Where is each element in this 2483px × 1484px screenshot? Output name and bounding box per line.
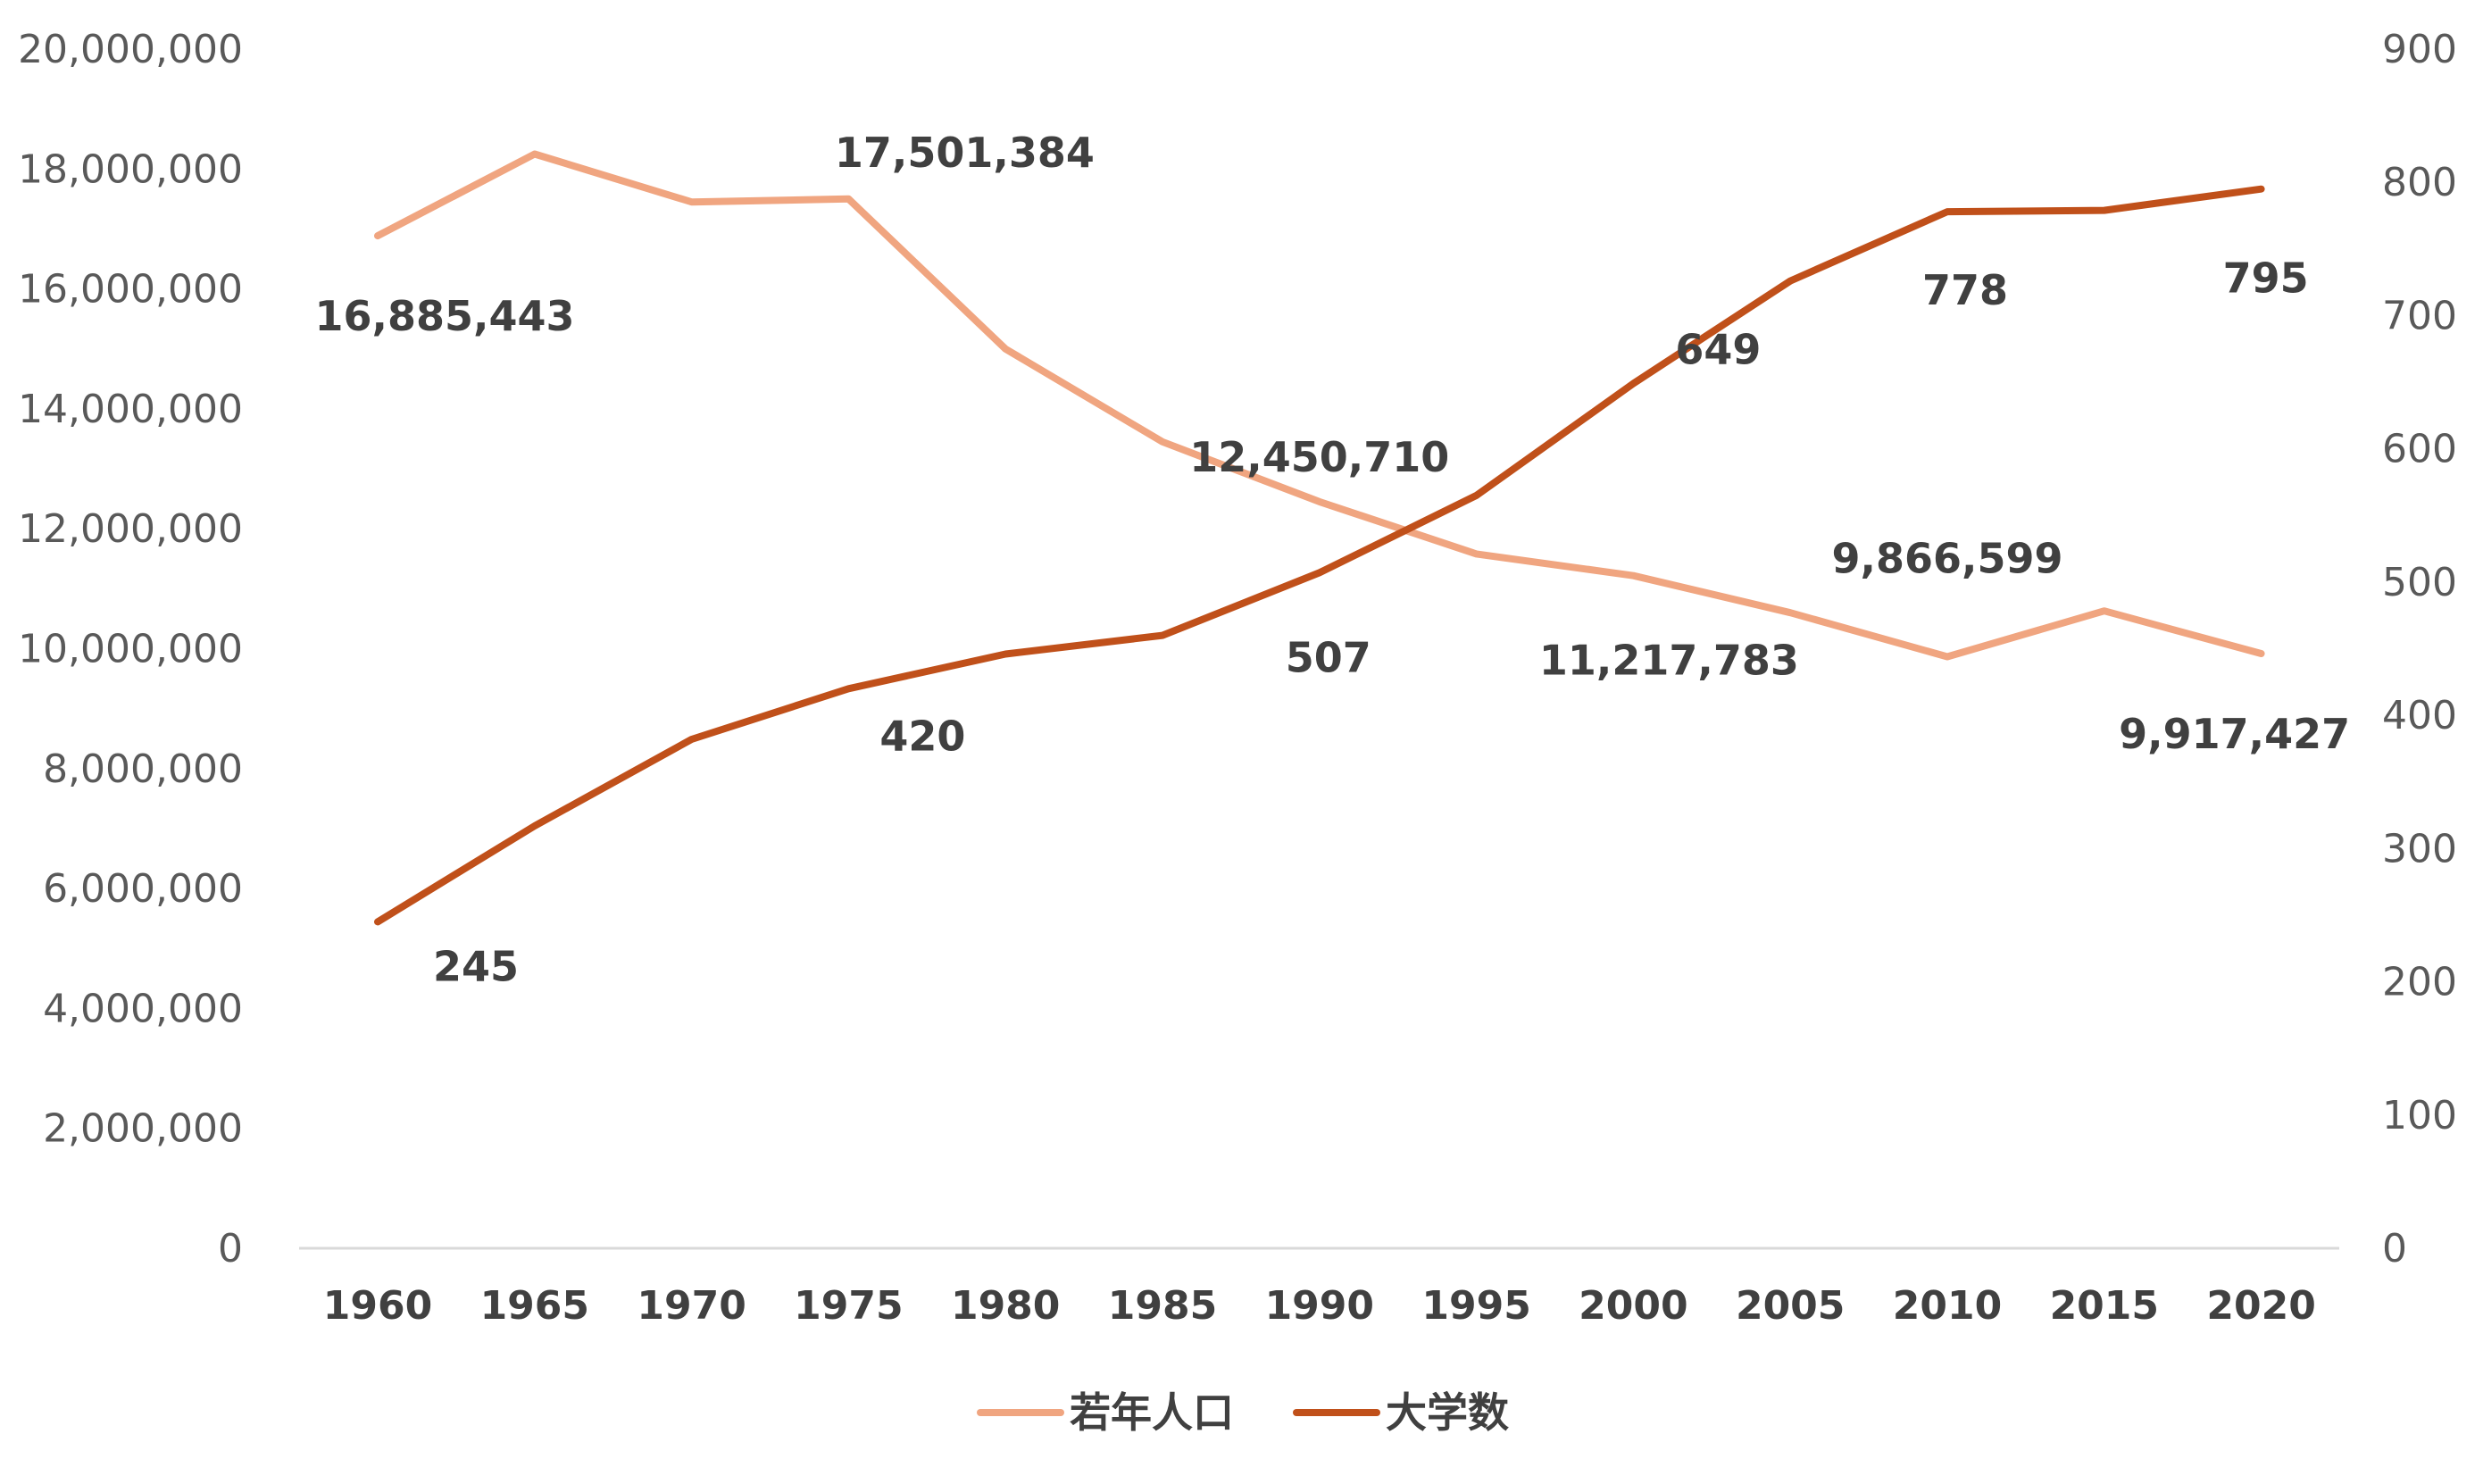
series-line-1: [374, 150, 2265, 661]
right-y-tick-label: 300: [2382, 826, 2457, 871]
x-tick-label: 1970: [637, 1283, 746, 1329]
left-y-tick-label: 0: [218, 1226, 243, 1271]
youth-population-data-label: 11,217,783: [1539, 637, 1799, 685]
x-axis: 1960 1965 1970 1975 1980 1985 1990 1995 2000 2005…: [323, 1283, 2316, 1329]
x-tick-label: 2000: [1579, 1283, 1687, 1329]
x-tick-label: 1985: [1108, 1283, 1217, 1329]
x-tick-label: 1975: [794, 1283, 903, 1329]
left-y-axis: 0 2,000,000 4,000,000 6,000,000 8,000,000 10,…: [18, 27, 243, 1271]
youth-population-data-label: 16,885,443: [314, 292, 574, 340]
right-y-tick-label: 200: [2382, 960, 2457, 1005]
series-lines: [374, 150, 2265, 926]
university-count-data-label: 507: [1286, 633, 1371, 681]
left-y-tick-label: 14,000,000: [18, 387, 243, 432]
university-count-data-label: 778: [1922, 266, 2008, 314]
x-tick-label: 2010: [1893, 1283, 2002, 1329]
x-tick-label: 2015: [2050, 1283, 2159, 1329]
left-y-tick-label: 10,000,000: [18, 627, 243, 672]
youth-population-data-label: 17,501,384: [835, 129, 1095, 177]
university-count-data-label: 795: [2223, 254, 2309, 303]
legend-label-2: 大学数: [1386, 1388, 1509, 1437]
x-tick-label: 2020: [2206, 1283, 2315, 1329]
left-y-tick-label: 12,000,000: [18, 506, 243, 552]
university-count-data-label: 649: [1675, 326, 1761, 374]
right-y-tick-label: 400: [2382, 693, 2457, 738]
x-tick-label: 1995: [1421, 1283, 1530, 1329]
university-count-data-label: 420: [879, 712, 965, 760]
right-y-axis: 0 100 200 300 400 500 600 700 800 900: [2382, 27, 2457, 1271]
left-y-tick-label: 4,000,000: [43, 986, 243, 1031]
x-tick-label: 1960: [323, 1283, 432, 1329]
youth-population-data-label: 9,917,427: [2119, 710, 2350, 758]
right-y-tick-label: 600: [2382, 427, 2457, 472]
youth-population-data-label: 9,866,599: [1832, 534, 2063, 582]
x-tick-label: 1990: [1265, 1283, 1374, 1329]
right-y-tick-label: 900: [2382, 27, 2457, 72]
right-y-tick-label: 100: [2382, 1093, 2457, 1138]
right-y-tick-label: 800: [2382, 160, 2457, 205]
university-count-data-label: 245: [433, 942, 519, 990]
series-line-2: [374, 185, 2265, 926]
left-y-tick-label: 2,000,000: [43, 1106, 243, 1152]
legend-label-1: 若年人口: [1070, 1388, 1234, 1437]
right-y-tick-label: 0: [2382, 1226, 2407, 1271]
left-y-tick-label: 6,000,000: [43, 866, 243, 912]
legend: 若年人口 大学数: [977, 1388, 1509, 1437]
x-tick-label: 1980: [951, 1283, 1060, 1329]
left-y-tick-label: 20,000,000: [18, 27, 243, 72]
x-tick-label: 1965: [480, 1283, 589, 1329]
right-y-tick-label: 500: [2382, 560, 2457, 605]
right-y-tick-label: 700: [2382, 293, 2457, 338]
left-y-tick-label: 8,000,000: [43, 746, 243, 792]
left-y-tick-label: 16,000,000: [18, 267, 243, 313]
youth-population-data-label: 12,450,710: [1189, 433, 1449, 481]
left-y-tick-label: 18,000,000: [18, 146, 243, 192]
data-labels: 16,885,443 17,501,384 12,450,710 11,217,783…: [314, 129, 2350, 991]
x-tick-label: 2005: [1736, 1283, 1845, 1329]
